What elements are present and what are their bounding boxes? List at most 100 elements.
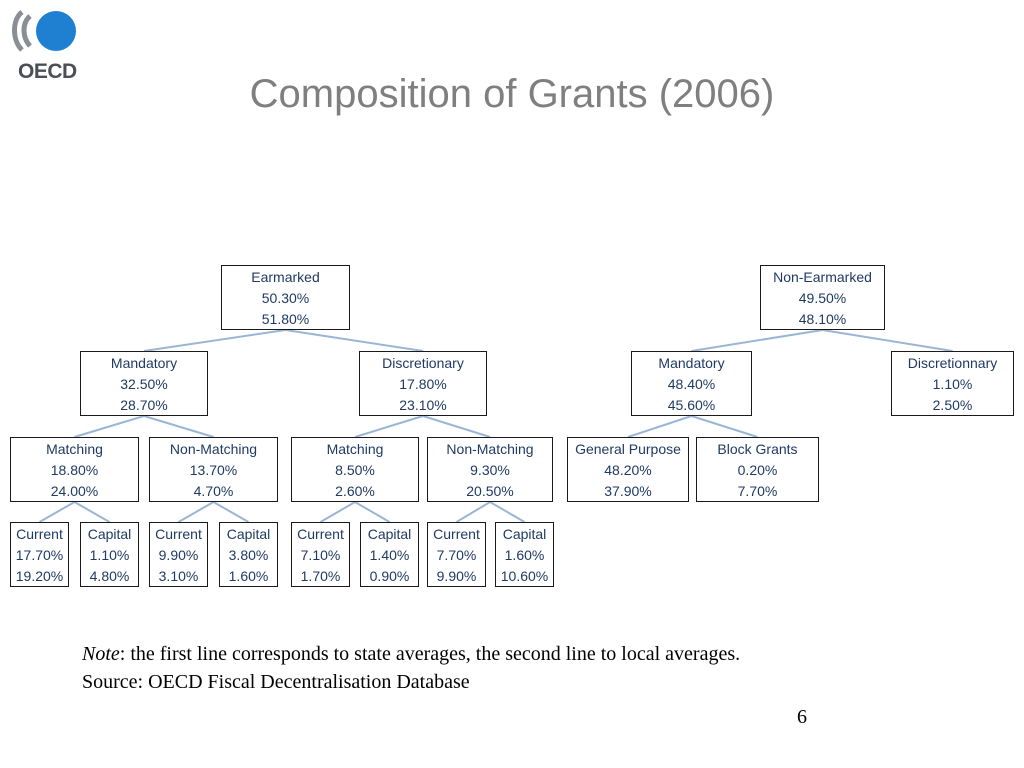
node-label: Earmarked	[251, 269, 320, 285]
node-local: 9.90%	[436, 568, 477, 584]
node-label: Non-Matching	[169, 441, 258, 457]
node-local: 2.50%	[932, 397, 973, 413]
connector-ed_nonmatching-to-edn_capital	[489, 501, 526, 523]
node-state: 17.80%	[399, 376, 447, 392]
node-edm-current: Current 7.10% 1.70%	[291, 522, 350, 587]
node-label: Capital	[367, 526, 412, 542]
node-label: Current	[16, 526, 63, 542]
node-state: 7.70%	[436, 547, 477, 563]
node-label: Non-Earmarked	[773, 269, 872, 285]
node-e-mandatory: Mandatory 32.50% 28.70%	[80, 351, 208, 416]
node-local: 4.80%	[89, 568, 130, 584]
source-line: Source: OECD Fiscal Decentralisation Dat…	[82, 671, 470, 693]
node-local: 45.60%	[667, 397, 716, 413]
node-state: 48.20%	[604, 462, 652, 478]
node-edm-capital: Capital 1.40% 0.90%	[360, 522, 419, 587]
connector-em_matching-to-emm_current	[39, 501, 75, 523]
node-state: 9.30%	[470, 462, 510, 478]
footnote: Note: the first line corresponds to stat…	[82, 640, 982, 696]
node-nm-general: General Purpose 48.20% 37.90%	[567, 437, 689, 502]
node-local: 10.60%	[500, 568, 549, 584]
node-local: 23.10%	[399, 397, 447, 413]
node-ed-nonmatching: Non-Matching 9.30% 20.50%	[427, 437, 553, 502]
node-state: 50.30%	[261, 290, 310, 306]
connector-n_mandatory-to-nm_block	[691, 415, 758, 438]
node-local: 28.70%	[120, 397, 168, 413]
connector-n_mandatory-to-nm_general	[627, 415, 692, 438]
node-edn-current: Current 7.70% 9.90%	[427, 522, 486, 587]
node-e-discretionary: Discretionary 17.80% 23.10%	[359, 351, 487, 416]
node-nm-block: Block Grants 0.20% 7.70%	[696, 437, 819, 502]
grant-tree-diagram	[39, 329, 953, 523]
oecd-logo-text: OECD	[18, 60, 77, 83]
node-n-mandatory: Mandatory 48.40% 45.60%	[631, 351, 752, 416]
node-local: 48.10%	[798, 311, 847, 327]
node-label: Capital	[226, 526, 271, 542]
node-local: 1.70%	[300, 568, 341, 584]
node-local: 37.90%	[604, 483, 652, 499]
node-state: 13.70%	[189, 462, 238, 478]
node-state: 17.70%	[15, 547, 64, 563]
node-local: 4.70%	[193, 483, 234, 499]
node-state: 48.40%	[667, 376, 716, 392]
node-state: 0.20%	[737, 462, 778, 478]
node-label: Non-Matching	[446, 441, 534, 457]
node-n-discretionary: Discretionnary 1.10% 2.50%	[891, 351, 1014, 416]
connector-em_nonmatching-to-emn_capital	[213, 501, 249, 523]
node-local: 1.60%	[228, 568, 269, 584]
connector-earmarked-to-e_mandatory	[143, 329, 286, 352]
connector-nonearmarked-to-n_mandatory	[691, 329, 823, 352]
node-state: 32.50%	[120, 376, 168, 392]
node-emn-current: Current 9.90% 3.10%	[149, 522, 208, 587]
node-state: 49.50%	[798, 290, 847, 306]
node-label: Capital	[502, 526, 547, 542]
node-local: 7.70%	[737, 483, 778, 499]
note-line: Note: the first line corresponds to stat…	[82, 640, 982, 668]
connector-ed_nonmatching-to-edn_current	[455, 501, 491, 523]
connector-earmarked-to-e_discretionary	[285, 329, 424, 352]
node-state: 1.10%	[932, 376, 973, 392]
node-state: 1.40%	[369, 547, 410, 563]
node-state: 18.80%	[50, 462, 99, 478]
node-label: Discretionary	[382, 355, 464, 371]
node-label: General Purpose	[575, 441, 681, 457]
node-state: 7.10%	[300, 547, 341, 563]
node-local: 24.00%	[50, 483, 99, 499]
node-em-matching: Matching 18.80% 24.00%	[10, 437, 139, 502]
node-local: 19.20%	[15, 568, 64, 584]
node-label: Matching	[326, 441, 384, 457]
node-emn-capital: Capital 3.80% 1.60%	[219, 522, 278, 587]
node-state: 8.50%	[335, 462, 375, 478]
node-label: Capital	[87, 526, 132, 542]
node-label: Current	[155, 526, 202, 542]
connector-nonearmarked-to-n_discretionary	[822, 329, 953, 352]
connector-em_nonmatching-to-emn_current	[178, 501, 214, 523]
node-emm-current: Current 17.70% 19.20%	[10, 522, 69, 587]
node-earmarked: Earmarked 50.30% 51.80%	[221, 265, 350, 330]
oecd-logo: OECD	[8, 6, 80, 83]
connector-ed_matching-to-edm_current	[319, 501, 356, 523]
node-state: 3.80%	[228, 547, 269, 563]
connector-e_discretionary-to-ed_nonmatching	[422, 415, 491, 438]
node-local: 3.10%	[158, 568, 199, 584]
connector-e_mandatory-to-em_nonmatching	[143, 415, 214, 438]
node-local: 2.60%	[335, 483, 375, 499]
node-nonearmarked: Non-Earmarked 49.50% 48.10%	[760, 265, 885, 330]
note-text: : the first line corresponds to state av…	[119, 643, 741, 665]
node-local: 0.90%	[369, 568, 410, 584]
node-local: 20.50%	[466, 483, 514, 499]
node-ed-matching: Matching 8.50% 2.60%	[291, 437, 419, 502]
node-em-nonmatching: Non-Matching 13.70% 4.70%	[149, 437, 278, 502]
node-label: Current	[297, 526, 344, 542]
node-emm-capital: Capital 1.10% 4.80%	[80, 522, 139, 587]
connector-e_mandatory-to-em_matching	[74, 415, 145, 438]
node-label: Mandatory	[658, 355, 725, 371]
node-label: Block Grants	[717, 441, 798, 457]
connector-ed_matching-to-edm_capital	[354, 501, 391, 523]
node-label: Mandatory	[110, 355, 178, 371]
node-label: Matching	[46, 441, 103, 457]
connector-em_matching-to-emm_capital	[74, 501, 110, 523]
page-number: 6	[797, 706, 807, 728]
note-label: Note	[82, 643, 120, 665]
slide-title: Composition of Grants (2006)	[249, 72, 775, 116]
